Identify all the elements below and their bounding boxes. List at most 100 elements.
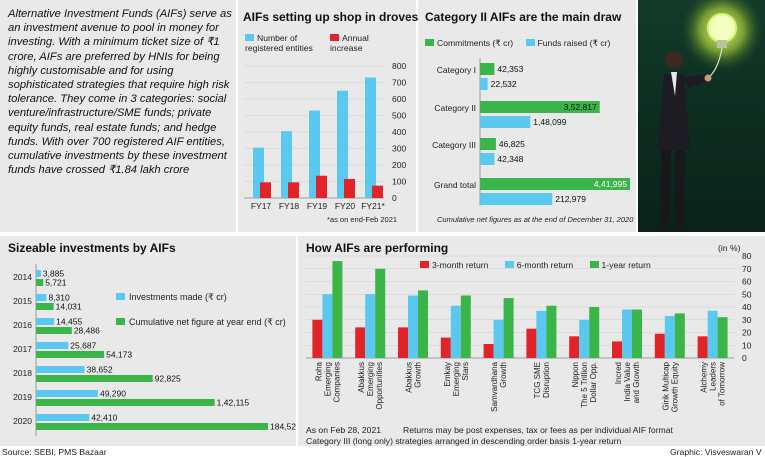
- year-label: 2020: [13, 416, 32, 426]
- category-label-line: Nippon: [571, 362, 580, 387]
- data-label: 42,353: [497, 64, 523, 74]
- data-label: 25,687: [70, 341, 96, 351]
- bar-investments-made: [36, 342, 69, 349]
- bar-investments-made: [36, 414, 90, 421]
- category-label-line: Abakkus: [357, 362, 366, 393]
- data-label: 42,410: [91, 413, 117, 423]
- bar-6-month: [536, 310, 547, 358]
- intro-panel: [0, 0, 236, 232]
- sizeable-panel: [0, 236, 296, 446]
- legend-label: 1-year return: [601, 260, 651, 270]
- legend-label: 6-month return: [516, 260, 574, 270]
- data-label: 54,173: [106, 350, 132, 360]
- performing-note-date: As on Feb 28, 2021: [306, 425, 382, 435]
- data-label: 4,41,995: [594, 179, 627, 189]
- performing-title: How AIFs are performing: [306, 241, 449, 255]
- category-label: IncredIndia Valueand Growth: [614, 361, 641, 403]
- bar-3-month: [483, 343, 494, 358]
- y-tick-label: 200: [392, 160, 406, 170]
- bar-funds-raised: [480, 193, 553, 205]
- legend-label: Annual increase: [330, 33, 369, 53]
- category-label-line: Opportunities: [375, 362, 384, 410]
- category-note: Cumulative net figures as at the end of …: [437, 215, 634, 224]
- category-title: Category II AIFs are the main draw: [425, 10, 622, 24]
- data-label: 92,825: [155, 374, 181, 384]
- y-tick-label: 600: [392, 94, 406, 104]
- category-label-line: Emerging: [366, 362, 375, 396]
- legend-swatch-green: [116, 318, 125, 325]
- data-label: 42,348: [497, 154, 523, 164]
- data-label: 38,652: [87, 365, 113, 375]
- intro-text: Alternative Investment Funds (AIFs) serv…: [8, 8, 232, 177]
- legend-label: Cumulative net figure at year end (₹ cr): [129, 317, 286, 327]
- bar-funds-raised: [480, 78, 488, 90]
- x-tick-label: FY17: [251, 201, 272, 211]
- y-tick-label: 300: [392, 144, 406, 154]
- category-label: Category II: [434, 103, 476, 113]
- data-label: 1,42,115: [217, 398, 250, 408]
- bar-1-year: [332, 261, 343, 358]
- x-tick-label: FY18: [279, 201, 300, 211]
- setting-up-legend-entities: Number of registered entities: [245, 33, 335, 53]
- data-label: 14,031: [56, 302, 82, 312]
- bar-investments-made: [36, 270, 41, 277]
- y-tick-label: 100: [392, 177, 406, 187]
- bar-annual-increase: [288, 182, 299, 198]
- category-label: AlchemyLeadersof Tomorrow: [700, 362, 727, 406]
- bar-1-year: [632, 309, 642, 358]
- footer-graphic: Graphic: Visveswaran V: [670, 447, 762, 457]
- y-tick-label: 700: [392, 78, 406, 88]
- data-label: 184,525: [270, 422, 296, 432]
- sizeable-legend-invest: Investments made (₹ cr): [116, 292, 227, 303]
- bar-1-year: [460, 295, 471, 358]
- bar-6-month: [450, 305, 461, 358]
- y-tick-label: 10: [742, 340, 752, 350]
- category-label: SamvardhanaGrowth: [490, 361, 508, 411]
- category-label-line: Emerging: [323, 362, 332, 396]
- bar-funds-raised: [480, 116, 531, 128]
- setting-up-note: *as on end-Feb 2021: [327, 215, 398, 224]
- y-tick-label: 0: [742, 353, 747, 363]
- category-label: AbakkusEmergingOpportunities: [357, 362, 384, 410]
- category-label: Girik MulticapGrowth Equity: [661, 361, 679, 412]
- bar-1-year: [589, 307, 600, 358]
- bar-registered-entities: [281, 131, 292, 198]
- legend-label: Commitments (₹ cr): [437, 38, 514, 48]
- bar-6-month: [622, 309, 632, 358]
- legend-label: Number of registered entities: [245, 33, 313, 53]
- category-label: Category III: [432, 140, 476, 150]
- bar-annual-increase: [316, 175, 327, 198]
- year-label: 2016: [13, 320, 32, 330]
- y-tick-label: 50: [742, 289, 752, 299]
- setting-up-title: AIFs setting up shop in droves: [243, 10, 419, 24]
- bar-1-year: [375, 268, 386, 358]
- category-label-line: Leaders: [709, 362, 718, 391]
- performing-note-order: Category III (long only) strategies arra…: [306, 436, 622, 446]
- category-label-line: Abakkus: [405, 362, 414, 393]
- category-label-line: Stars: [461, 362, 470, 381]
- bar-cumulative: [36, 375, 153, 382]
- bar-annual-increase: [344, 179, 355, 198]
- legend-label: Investments made (₹ cr): [129, 292, 227, 302]
- bar-commitments: [480, 101, 600, 113]
- category-label: AbakkusGrowth: [405, 362, 423, 393]
- data-label: 46,825: [499, 139, 525, 149]
- category-label-line: Growth Equity: [670, 362, 679, 412]
- legend-swatch-green: [589, 261, 599, 268]
- y-tick-label: 800: [392, 61, 406, 71]
- category-label-line: Growth: [414, 362, 423, 388]
- category-label-line: Samvardhana: [490, 361, 499, 411]
- performing-note-returns: Returns may be post expenses, tax or fee…: [403, 425, 673, 435]
- bar-1-year: [674, 313, 685, 358]
- category-label-line: Emkay: [443, 362, 452, 386]
- lightbulb-illustration-panel: [638, 0, 765, 232]
- performing-unit: (in %): [718, 243, 741, 253]
- bar-6-month: [579, 319, 590, 358]
- performing-legend: 3-month return 6-month return 1-year ret…: [420, 260, 651, 270]
- category-label: Grand total: [434, 180, 476, 190]
- bar-registered-entities: [253, 147, 264, 198]
- legend-swatch-green: [425, 39, 434, 46]
- category-label-line: Roha: [314, 361, 323, 381]
- category-label-line: TCG SME: [533, 362, 542, 398]
